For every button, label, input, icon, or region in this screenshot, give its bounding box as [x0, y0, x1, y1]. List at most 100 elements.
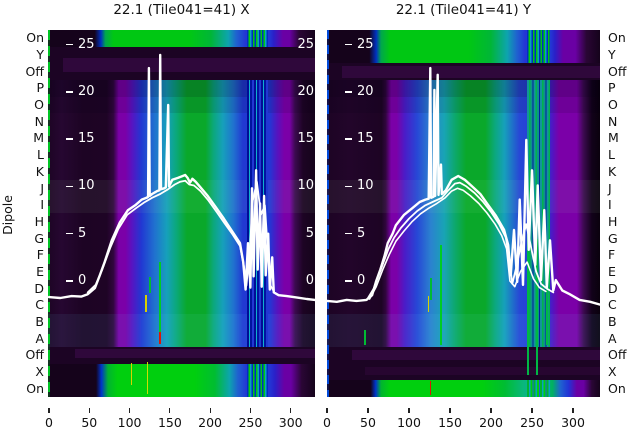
inner-ytick-dash — [345, 91, 352, 93]
heatmap-layer — [327, 80, 600, 347]
row-label-right: G — [608, 230, 618, 246]
inner-ytick-dash — [345, 138, 352, 140]
x-tick-mark — [408, 408, 410, 413]
x-tick-label: 200 — [198, 415, 223, 430]
trace-3 — [368, 187, 547, 300]
row-label-right: C — [608, 297, 617, 313]
row-label-left: On — [26, 30, 44, 46]
row-label-left: On — [26, 380, 44, 396]
inner-ytick-dash — [345, 43, 352, 46]
inner-ytick-label: 20 — [66, 84, 95, 100]
x-tick-mark — [169, 408, 171, 413]
row-label-right: J — [608, 180, 612, 196]
heatmap-layer — [536, 239, 538, 375]
inner-ytick-label: 15 — [297, 131, 314, 147]
row-label-right: Y — [608, 47, 616, 62]
row-label-right: M — [608, 130, 619, 146]
inner-ytick-dash — [66, 232, 73, 235]
x-tick-label: 150 — [157, 415, 182, 430]
x-tick-mark — [48, 408, 50, 413]
inner-ytick-label: 20 — [345, 84, 374, 100]
row-label-left: Off — [25, 63, 44, 79]
heatmap-layer — [365, 366, 600, 376]
inner-ytick-label: 15 — [345, 131, 374, 147]
x-tick-mark — [531, 408, 533, 413]
inner-ytick-label: 5 — [305, 225, 314, 241]
row-label-right: I — [608, 197, 612, 213]
inner-ytick-label: 0 — [345, 273, 365, 289]
heatmap-layer — [131, 363, 133, 385]
inner-ytick-label: 10 — [345, 178, 374, 194]
trace-overlay — [48, 53, 315, 302]
x-tick-label: 150 — [438, 415, 462, 430]
plot-title-y: 22.1 (Tile041=41) Y — [395, 2, 532, 18]
row-label-left: H — [34, 213, 44, 229]
heatmap-layer — [327, 30, 329, 397]
row-label-left: G — [34, 230, 44, 246]
row-label-left: P — [36, 80, 44, 96]
inner-ytick-label: 0 — [66, 273, 86, 289]
inner-ytick-dash — [66, 91, 73, 93]
heatmap-layer — [159, 261, 161, 332]
heatmap-layer — [327, 30, 600, 64]
row-label-right: Off — [608, 63, 627, 79]
heatmap-layer — [159, 332, 161, 344]
heatmap-layer — [48, 313, 315, 347]
row-label-right: K — [608, 163, 617, 179]
row-label-right: L — [608, 147, 615, 163]
row-label-right: F — [608, 247, 616, 263]
x-tick-label: 100 — [397, 415, 421, 430]
inner-ytick-label: 25 — [66, 37, 95, 53]
x-tick-mark — [129, 408, 131, 413]
x-tick-mark — [249, 408, 251, 413]
row-label-right: A — [608, 330, 617, 346]
heatmap-layer — [48, 180, 315, 214]
heatmap-panel-y: 25 20 15 10 5 0 — [327, 30, 600, 397]
inner-ytick-dash — [66, 185, 73, 188]
inner-ytick-dash — [345, 185, 352, 188]
heatmap-layer — [144, 295, 147, 313]
inner-ytick-label: 15 — [66, 131, 95, 147]
x-tick-label: 200 — [479, 415, 503, 430]
x-tick-mark — [367, 408, 369, 413]
heatmap-layer — [62, 58, 315, 72]
heatmap-layer — [342, 66, 600, 79]
row-label-right: P — [608, 80, 616, 96]
row-label-left: B — [35, 313, 44, 329]
row-label-left: J — [40, 180, 44, 196]
row-label-left: K — [35, 163, 44, 179]
row-label-left: Y — [36, 47, 44, 62]
row-label-right: B — [608, 313, 617, 329]
row-label-left: E — [36, 263, 44, 279]
inner-ytick-label: 5 — [66, 226, 86, 242]
x-tick-label: 50 — [81, 415, 98, 430]
row-label-right: O — [608, 97, 618, 113]
row-label-left: L — [37, 147, 44, 163]
heatmap-layer — [546, 261, 548, 345]
x-tick-label: 300 — [278, 415, 303, 430]
x-tick-mark — [209, 408, 211, 413]
inner-ytick-label: 20 — [297, 83, 314, 99]
x-tick-mark — [326, 408, 328, 413]
heatmap-layer — [146, 362, 148, 394]
heatmap-layer — [440, 245, 442, 345]
heatmap-layer — [246, 30, 268, 47]
heatmap-layer — [364, 329, 366, 345]
x-tick-label: 250 — [238, 415, 263, 430]
row-label-right: D — [608, 280, 618, 296]
row-label-right: N — [608, 113, 618, 129]
x-tick-label: 50 — [360, 415, 376, 430]
x-tick-label: 100 — [117, 415, 142, 430]
inner-ytick-dash — [66, 43, 73, 46]
row-label-right: X — [608, 364, 617, 379]
row-label-left: M — [33, 130, 44, 146]
x-tick-label: 300 — [561, 415, 585, 430]
row-label-right: H — [608, 213, 618, 229]
heatmap-layer — [526, 30, 550, 64]
heatmap-layer — [48, 80, 315, 347]
x-tick-label: 250 — [520, 415, 544, 430]
row-label-left: F — [36, 247, 44, 263]
row-label-left: C — [35, 297, 44, 313]
x-tick-label: 0 — [45, 415, 53, 430]
